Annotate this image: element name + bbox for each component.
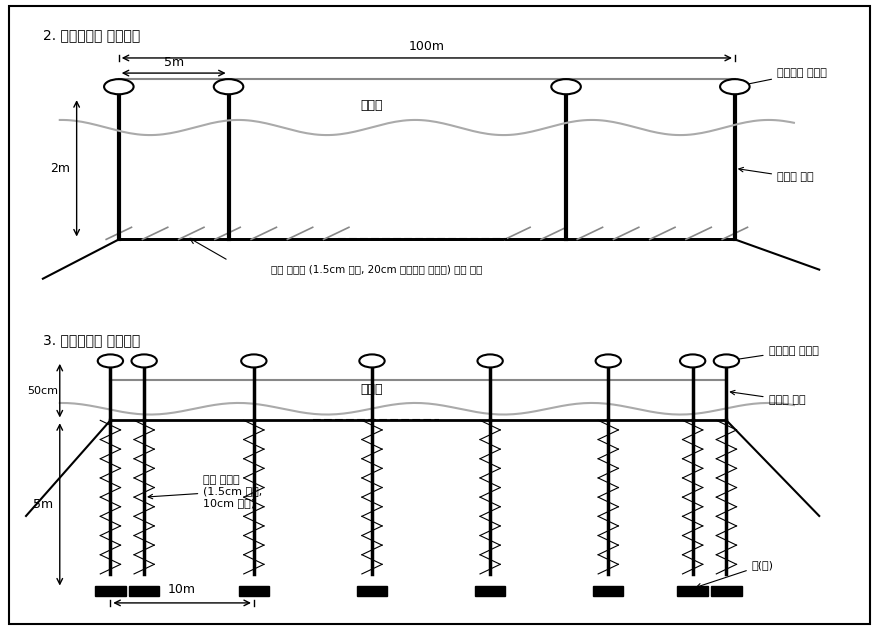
Bar [710, 585, 741, 596]
Text: 5m: 5m [32, 498, 53, 511]
Ellipse shape [97, 355, 123, 367]
Bar [474, 585, 505, 596]
Ellipse shape [680, 355, 704, 367]
Text: 3. 연승로프의 수직시설: 3. 연승로프의 수직시설 [43, 333, 140, 347]
Ellipse shape [719, 79, 749, 94]
Bar [239, 585, 269, 596]
Ellipse shape [359, 355, 385, 367]
Text: 플라스틱 소부자: 플라스틱 소부자 [730, 346, 817, 362]
Text: 종사 끼우기 (1.5cm 길이, 20cm 간격으로 끼우기) 또는 감기: 종사 끼우기 (1.5cm 길이, 20cm 간격으로 끼우기) 또는 감기 [270, 265, 481, 275]
Text: 5m: 5m [163, 55, 184, 69]
Text: 해수면: 해수면 [360, 382, 383, 396]
Text: 종사 끼우기
(1.5cm 길이,
10cm 간격): 종사 끼우기 (1.5cm 길이, 10cm 간격) [148, 475, 263, 508]
Text: 2. 연승로프의 수평시설: 2. 연승로프의 수평시설 [43, 28, 140, 42]
Text: 추(돌): 추(돌) [695, 560, 773, 588]
Ellipse shape [241, 355, 266, 367]
Ellipse shape [104, 79, 133, 94]
Ellipse shape [595, 355, 620, 367]
Bar [356, 585, 386, 596]
Ellipse shape [213, 79, 243, 94]
Ellipse shape [551, 79, 580, 94]
Bar [677, 585, 707, 596]
Ellipse shape [132, 355, 156, 367]
Bar [593, 585, 623, 596]
Text: 해수면: 해수면 [360, 100, 383, 112]
Bar [129, 585, 159, 596]
Bar [95, 585, 126, 596]
Text: 100m: 100m [408, 40, 444, 54]
Text: 50cm: 50cm [27, 386, 58, 396]
Text: 부자용 쫄대: 부자용 쫄대 [730, 391, 804, 405]
Ellipse shape [713, 355, 738, 367]
Text: 2m: 2m [50, 162, 69, 175]
Text: 부자용 쫄대: 부자용 쫄대 [738, 168, 813, 183]
Ellipse shape [477, 355, 502, 367]
Text: 플라스틱 소부자: 플라스틱 소부자 [738, 68, 826, 87]
Text: 10m: 10m [168, 583, 196, 596]
